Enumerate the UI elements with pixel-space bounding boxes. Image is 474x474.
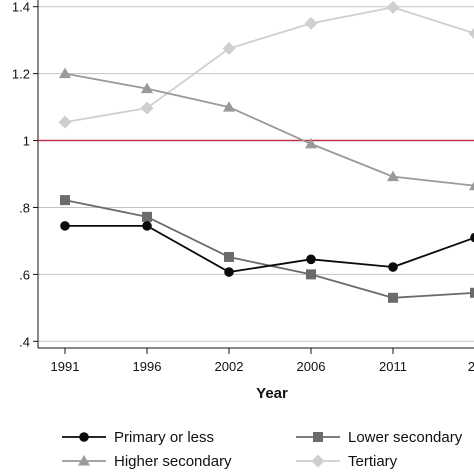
series-primary-or-less [60,221,474,277]
legend-marker [311,454,325,468]
data-point [469,181,474,191]
legend-marker [79,432,89,442]
series-line [65,224,474,273]
y-tick-label: .8 [19,200,30,215]
legend-label: Lower secondary [348,429,463,446]
x-axis-title: Year [256,385,288,402]
y-tick-label: 1.2 [12,67,30,82]
legend-marker [313,432,323,442]
legend-item: Primary or less [62,429,214,446]
legend-label: Primary or less [114,429,214,446]
series-tertiary [58,0,474,129]
legend-marker [78,455,90,466]
legend-item: Lower secondary [296,429,463,446]
x-tick-label: 2002 [215,359,244,374]
data-point [388,262,398,272]
legend-label: Tertiary [348,453,398,470]
data-point [387,170,399,182]
series-line [64,72,474,187]
data-point [60,221,70,231]
data-point [386,0,400,14]
axes [33,0,474,354]
y-tick-label: 1.4 [12,0,30,15]
data-point [141,82,153,94]
data-point [305,137,317,149]
data-point [304,16,318,30]
data-point [388,292,398,303]
series-higher-secondary [59,67,474,191]
data-point [59,67,71,79]
data-point [470,287,474,298]
x-tick-label: 2011 [379,359,407,374]
series-group [58,0,474,303]
x-tick-label: 2006 [297,359,326,374]
data-point [224,267,234,277]
x-tick-label: 20 [468,359,474,374]
x-tick-label: 1996 [133,359,162,374]
data-point [224,251,234,262]
tick-labels: .4 .6 .8 1 1.2 1.4 1991 1996 2002 2006 2011 20 [12,0,474,374]
legend-label: Higher secondary [114,453,232,470]
gridlines [38,6,474,342]
data-point [142,211,152,222]
legend: Primary or less Lower secondary Higher sec… [62,429,463,470]
series-line [64,6,474,124]
data-point [306,254,316,265]
y-tick-label: .4 [19,334,30,349]
series-line [64,199,474,299]
data-point [468,27,474,39]
x-tick-label: 1991 [51,359,80,374]
y-tick-label: .6 [19,267,30,282]
y-tick-label: 1 [23,134,30,149]
data-point [58,115,72,129]
legend-item: Tertiary [296,453,398,470]
series-lower-secondary [60,195,474,303]
data-point [223,101,235,112]
data-point [470,232,474,243]
data-point [60,195,70,206]
data-point [222,42,236,56]
data-point [306,269,316,280]
data-point [142,221,152,231]
data-point [140,101,154,115]
legend-item: Higher secondary [62,453,232,470]
